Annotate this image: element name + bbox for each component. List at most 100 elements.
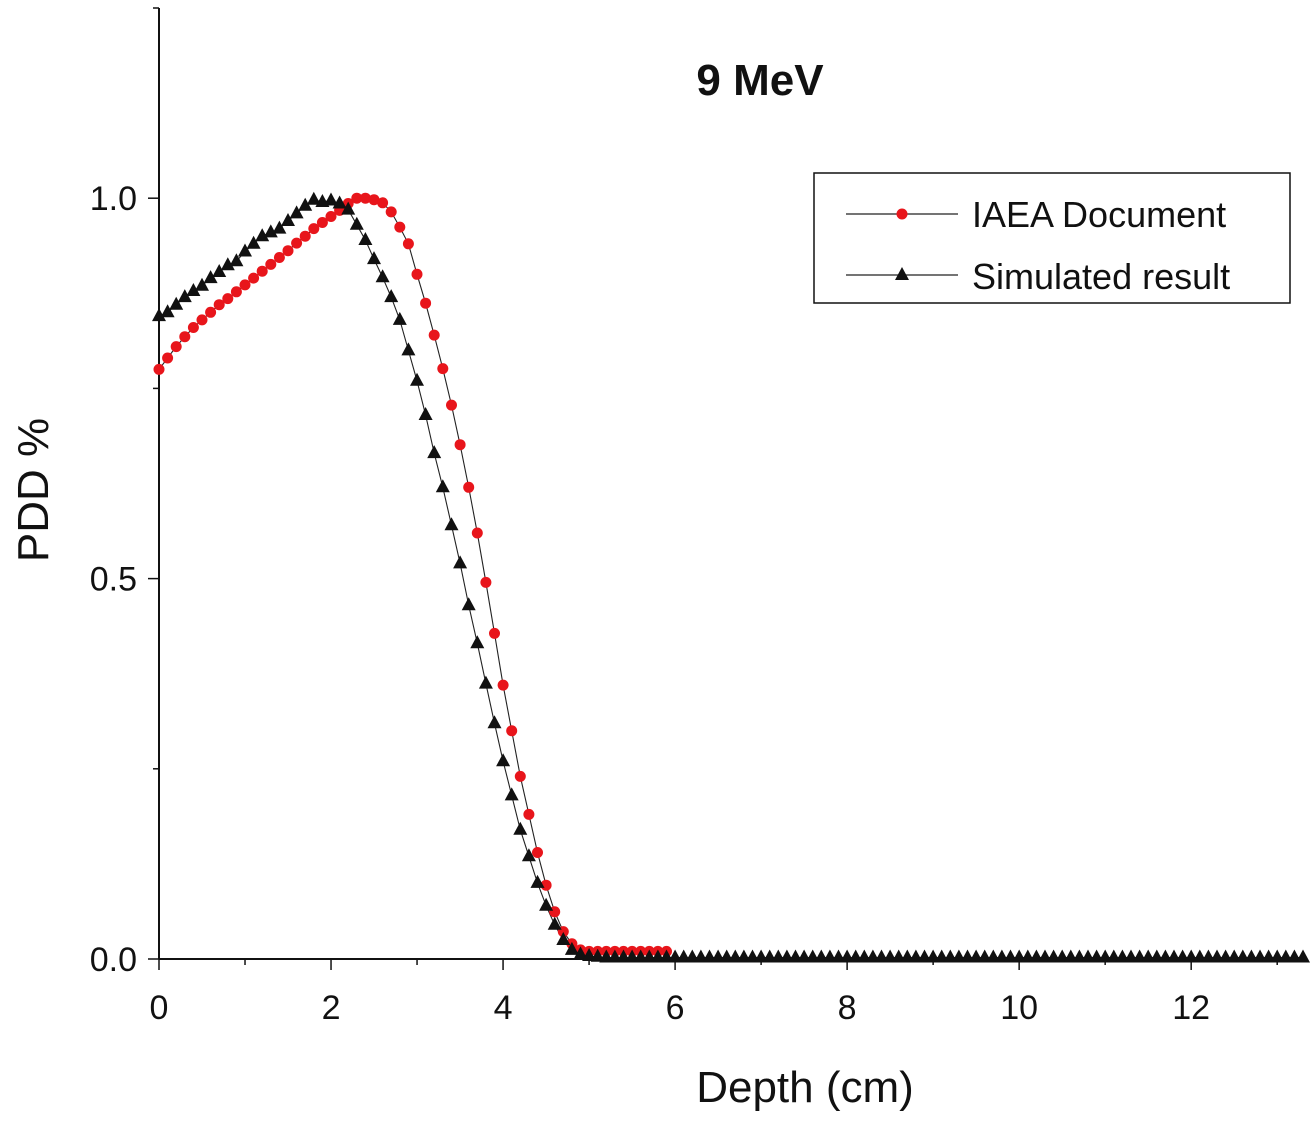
x-tick-label: 8 [838,989,857,1027]
legend-label: Simulated result [972,256,1230,297]
x-tick-label: 10 [1000,989,1038,1027]
x-tick-label: 4 [494,989,513,1027]
data-point-circle [153,363,165,375]
data-point-triangle [341,201,356,215]
data-point-circle [282,245,294,257]
data-point-circle [385,206,397,218]
data-point-circle [437,363,449,375]
data-point-triangle [410,372,424,386]
data-point-circle [394,221,406,233]
data-point-triangle [169,296,184,310]
data-point-triangle [530,874,545,888]
data-point-circle [179,331,191,343]
data-point-triangle [203,270,218,284]
data-point-triangle [496,753,511,767]
data-point-circle [248,272,260,284]
data-point-circle [265,258,277,270]
y-ticks: 0.0 0.5 1.0 [90,7,159,979]
data-point-triangle [521,848,536,862]
data-point-circle [523,808,535,820]
data-point-circle [205,306,217,318]
data-point-triangle [255,228,270,242]
data-point-triangle [195,277,209,291]
data-point-triangle [564,941,579,955]
data-point-circle [514,770,526,782]
data-point-triangle [298,197,313,211]
data-point-circle [497,679,509,691]
data-point-circle [308,223,320,235]
data-point-triangle [556,932,571,945]
data-point-triangle [152,308,166,322]
data-point-circle [230,286,242,298]
data-point-circle [187,322,199,333]
data-point-circle [256,265,268,277]
data-point-triangle [453,555,468,569]
data-point-triangle [427,445,442,459]
data-point-triangle [229,253,244,267]
data-point-triangle [281,213,295,226]
x-tick-label: 6 [666,989,685,1027]
data-point-triangle [306,191,321,205]
data-point-triangle [418,407,433,420]
legend-entry-iaea-document: IAEA Document [846,194,1226,235]
x-tick-label: 0 [150,989,169,1027]
data-point-triangle [212,264,227,277]
legend-label: IAEA Document [972,194,1226,235]
data-point-triangle [238,243,252,257]
data-point-circle [428,329,440,341]
data-point-triangle [513,821,528,835]
data-point-triangle [186,283,201,296]
data-point-circle [480,576,492,588]
data-point-triangle [246,235,261,249]
data-point-triangle [470,635,485,649]
data-point-triangle [375,269,390,283]
data-point-circle [377,197,389,209]
data-point-triangle [349,216,364,230]
data-point-triangle [539,897,554,911]
data-point-circle [540,879,552,891]
data-point-circle [316,217,328,228]
data-point-circle [213,299,225,311]
x-tick-label: 2 [322,989,341,1027]
data-point-circle [196,314,208,326]
data-point-triangle [547,916,562,930]
data-point-triangle [435,479,450,493]
data-point-circle [368,194,380,206]
data-point-circle [489,627,500,639]
data-point-circle [420,297,432,309]
data-point-circle [239,279,251,291]
data-point-triangle [263,224,278,238]
data-point-circle [506,725,518,737]
y-tick-label: 0.0 [90,941,137,979]
data-point-triangle [504,787,519,801]
data-point-triangle [324,192,338,206]
data-point-circle [532,847,543,858]
series-markers [152,191,1310,963]
data-point-triangle [461,597,476,611]
data-point-triangle [590,948,605,962]
data-point-circle [402,238,414,250]
data-point-triangle [582,948,597,961]
data-point-triangle [220,257,235,271]
data-point-circle [273,252,285,263]
data-point-circle [351,192,363,204]
y-tick-label: 0.5 [90,561,137,599]
data-point-triangle [573,946,588,960]
data-point-triangle [478,675,493,689]
data-point-triangle [289,205,304,219]
legend-marker-circle [896,208,908,220]
data-point-triangle [401,342,416,356]
legend-entry-simulated-result: Simulated result [846,256,1230,297]
x-tick-label: 12 [1172,989,1210,1027]
data-point-triangle [487,715,502,729]
data-point-triangle [160,304,175,318]
data-point-triangle [367,251,381,265]
data-point-circle [299,230,311,242]
data-point-circle [170,341,182,353]
data-point-triangle [272,220,287,234]
data-point-circle [454,439,466,451]
data-point-triangle [177,289,192,303]
legend-marker-triangle [895,267,909,280]
x-axis-title: Depth (cm) [696,1063,914,1112]
